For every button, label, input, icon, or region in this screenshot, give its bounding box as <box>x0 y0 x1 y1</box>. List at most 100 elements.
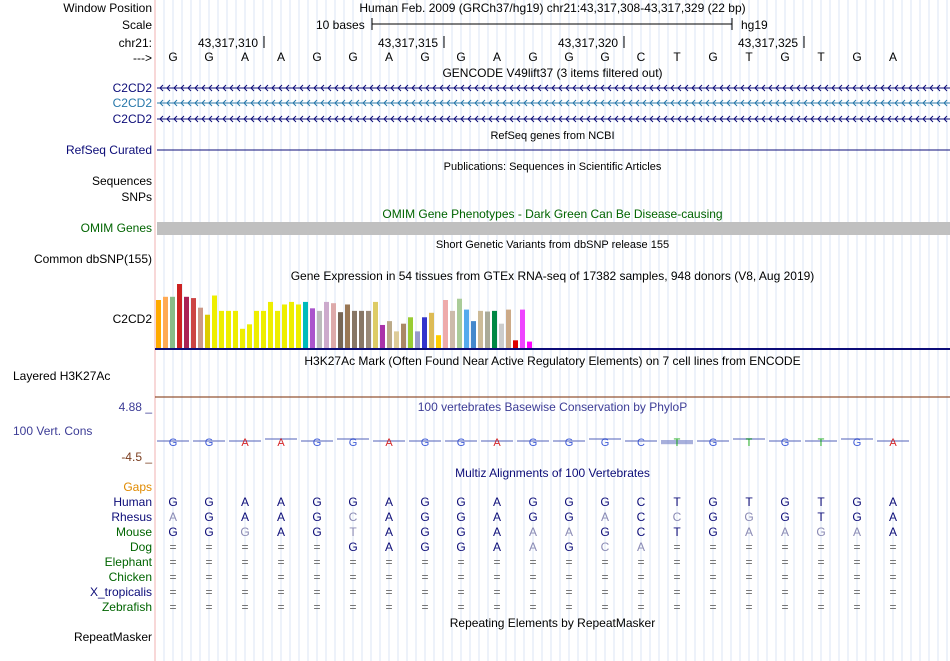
publications-snps-label[interactable]: SNPs <box>121 190 152 204</box>
species-label[interactable]: Mouse <box>115 525 152 539</box>
alignment-base: = <box>781 570 789 584</box>
gtex-tissue-bar <box>303 301 308 348</box>
alignment-base: = <box>781 555 789 569</box>
alignment-base: = <box>709 570 717 584</box>
h3k27ac-track-label[interactable]: Layered H3K27Ac <box>13 369 111 383</box>
alignment-base: = <box>637 585 645 599</box>
dbsnp-track-title[interactable]: Short Genetic Variants from dbSNP releas… <box>435 239 670 251</box>
h3k27ac-track-title[interactable]: H3K27Ac Mark (Often Found Near Active Re… <box>304 354 801 368</box>
phylop-score-bar <box>841 438 873 440</box>
alignment-base: = <box>889 540 897 554</box>
species-label[interactable]: Zebrafish <box>101 600 152 614</box>
alignment-base: = <box>853 585 861 599</box>
assembly-position-text: Human Feb. 2009 (GRCh37/hg19) chr21:43,3… <box>359 1 746 15</box>
strand-chevrons <box>159 99 948 107</box>
species-label[interactable]: Human <box>113 495 152 509</box>
species-label[interactable]: Dog <box>129 540 152 554</box>
phylop-base-glyph: G <box>457 437 466 449</box>
phylop-score-bar <box>517 440 549 442</box>
species-label[interactable]: Elephant <box>104 555 152 569</box>
alignment-base: = <box>457 570 465 584</box>
alignment-base: = <box>529 585 537 599</box>
publications-sequences-label[interactable]: Sequences <box>91 174 152 188</box>
alignment-base: G <box>456 495 466 509</box>
alignment-base: A <box>276 510 285 524</box>
gencode-track-title[interactable]: GENCODE V49lift37 (3 items filtered out) <box>442 66 663 80</box>
species-label[interactable]: Chicken <box>108 570 152 584</box>
phylop-track-label[interactable]: 100 Vert. Cons <box>13 424 93 438</box>
gtex-tissue-bar <box>366 310 371 348</box>
alignment-base: G <box>348 540 358 554</box>
position-tick-label: 43,317,320 <box>558 36 619 50</box>
alignment-base: = <box>169 540 177 554</box>
alignment-base: = <box>745 570 753 584</box>
base-letter: A <box>240 50 249 64</box>
alignment-base: = <box>313 570 321 584</box>
gtex-tissue-bar <box>352 310 357 348</box>
phylop-base-glyph: A <box>493 437 501 449</box>
alignment-base: A <box>888 525 897 539</box>
alignment-base: = <box>277 600 285 614</box>
alignment-base: A <box>240 495 249 509</box>
alignment-base: G <box>420 510 430 524</box>
alignment-base: = <box>169 600 177 614</box>
phylop-score-bar <box>553 440 585 442</box>
gtex-tissue-bar <box>331 303 336 348</box>
phylop-score-bar <box>193 440 225 442</box>
refseq-track-title[interactable]: RefSeq genes from NCBI <box>490 130 615 142</box>
gtex-track-title[interactable]: Gene Expression in 54 tissues from GTEx … <box>290 269 815 283</box>
alignment-base: = <box>457 555 465 569</box>
omim-track-title[interactable]: OMIM Gene Phenotypes - Dark Green Can Be… <box>382 207 723 221</box>
multiz-track-title[interactable]: Multiz Alignments of 100 Vertebrates <box>455 466 650 480</box>
alignment-base: = <box>349 600 357 614</box>
alignment-base: A <box>888 510 897 524</box>
alignment-base: = <box>493 585 501 599</box>
phylop-base-glyph: G <box>601 437 610 449</box>
gtex-gene-label[interactable]: C2CD2 <box>112 312 152 326</box>
alignment-base: A <box>744 525 753 539</box>
alignment-base: = <box>205 540 213 554</box>
gtex-tissue-bar <box>275 310 280 348</box>
alignment-base: T <box>673 495 681 509</box>
alignment-base: = <box>601 585 609 599</box>
phylop-ymin-label: -4.5 _ <box>121 450 152 464</box>
multiz-gaps-label[interactable]: Gaps <box>123 480 152 494</box>
alignment-base: = <box>205 555 213 569</box>
phylop-base-glyph: A <box>385 437 393 449</box>
species-label[interactable]: Rhesus <box>111 510 152 524</box>
alignment-base: A <box>384 495 393 509</box>
alignment-base: A <box>528 525 537 539</box>
alignment-base: = <box>565 600 573 614</box>
gene-label-c2cd2[interactable]: C2CD2 <box>112 96 152 110</box>
alignment-base: = <box>745 585 753 599</box>
gtex-tissue-bar <box>296 304 301 348</box>
alignment-base: A <box>852 525 861 539</box>
repeatmasker-track-label[interactable]: RepeatMasker <box>73 630 152 644</box>
dbsnp-track-label[interactable]: Common dbSNP(155) <box>33 252 152 266</box>
phylop-score-bar <box>733 438 765 440</box>
gtex-tissue-bar <box>443 300 448 348</box>
alignment-base: G <box>312 525 322 539</box>
alignment-base: A <box>276 525 285 539</box>
alignment-base: = <box>385 585 393 599</box>
alignment-base: G <box>816 525 826 539</box>
omim-track-label[interactable]: OMIM Genes <box>80 221 152 235</box>
gtex-tissue-bar <box>499 323 504 348</box>
species-label[interactable]: X_tropicalis <box>89 585 152 599</box>
alignment-base: G <box>204 510 214 524</box>
alignment-base: = <box>673 555 681 569</box>
refseq-track-label[interactable]: RefSeq Curated <box>65 143 152 157</box>
gene-label-c2cd2[interactable]: C2CD2 <box>112 81 152 95</box>
repeatmasker-track-title[interactable]: Repeating Elements by RepeatMasker <box>449 616 656 630</box>
alignment-base: G <box>312 495 322 509</box>
alignment-base: = <box>601 570 609 584</box>
gene-label-c2cd2[interactable]: C2CD2 <box>112 112 152 126</box>
gtex-tissue-bar <box>492 310 497 348</box>
phylop-track-title[interactable]: 100 vertebrates Basewise Conservation by… <box>417 400 688 414</box>
publications-track-title[interactable]: Publications: Sequences in Scientific Ar… <box>443 161 662 173</box>
alignment-base: A <box>276 495 285 509</box>
base-letter: T <box>817 50 825 64</box>
alignment-base: = <box>709 555 717 569</box>
alignment-base: = <box>673 600 681 614</box>
alignment-base: A <box>492 510 501 524</box>
